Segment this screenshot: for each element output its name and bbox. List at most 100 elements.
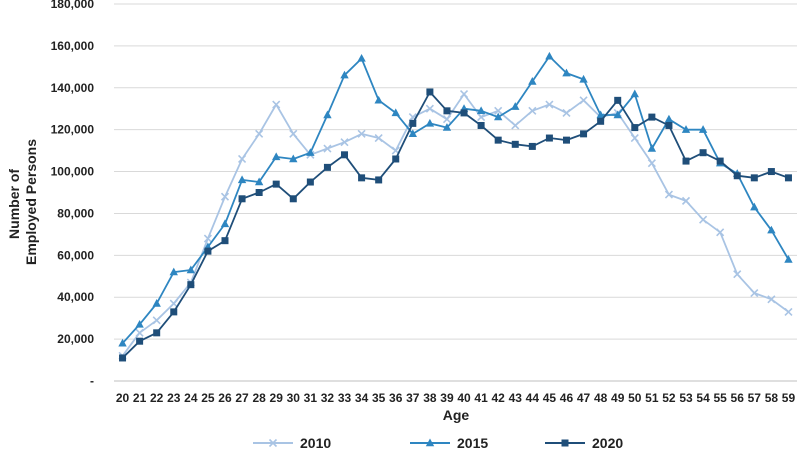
data-point-2020 — [409, 119, 417, 127]
data-point-2020 — [528, 142, 536, 150]
data-point-2020 — [426, 88, 434, 96]
data-point-2015 — [493, 112, 503, 121]
data-point-2015 — [374, 95, 383, 104]
x-tick-label: 22 — [150, 391, 164, 405]
data-point-2010 — [681, 196, 691, 205]
data-point-2015 — [511, 102, 520, 110]
data-point-2010 — [374, 133, 383, 143]
data-point-2010 — [220, 192, 230, 201]
data-point-2020 — [784, 174, 792, 182]
data-point-2015 — [647, 144, 657, 152]
data-point-2010 — [784, 307, 793, 316]
data-point-2010 — [255, 129, 264, 138]
data-point-2010 — [323, 144, 332, 153]
y-tick-label: 40,000 — [57, 290, 94, 304]
data-point-2015 — [613, 110, 622, 119]
y-tick-label: - — [90, 374, 94, 388]
x-tick-label: 55 — [713, 391, 727, 405]
data-point-2010 — [203, 234, 212, 243]
x-tick-label: 35 — [372, 391, 386, 405]
y-axis-title: Number of Employed Persons — [6, 139, 39, 265]
x-axis-ticks: 20 21 22 23 24 25 26 27 28 29 30 31 32 33 34 35 36 37 38 39… — [116, 391, 796, 405]
data-point-2010 — [562, 108, 571, 117]
data-point-2015 — [408, 129, 418, 138]
y-axis-ticks: - 20,000 40,000 60,000 80,000 100,000 120,000 1… — [51, 0, 95, 388]
data-point-2010 — [699, 215, 708, 224]
x-tick-label: 28 — [252, 391, 266, 405]
data-point-2015 — [306, 148, 315, 156]
data-point-2010 — [579, 96, 588, 105]
data-point-2020 — [255, 189, 263, 196]
data-point-2020 — [289, 195, 297, 203]
y-axis-title-line-1: Number of — [6, 169, 22, 239]
y-tick-label: 20,000 — [57, 332, 94, 346]
x-tick-label: 30 — [287, 391, 301, 405]
x-tick-label: 38 — [423, 391, 437, 405]
data-point-2020 — [716, 157, 724, 165]
data-point-2015 — [596, 110, 605, 119]
x-tick-label: 50 — [628, 391, 642, 405]
data-point-2020 — [238, 195, 246, 203]
data-point-2015 — [323, 110, 332, 119]
data-point-2020 — [597, 117, 605, 125]
x-tick-label: 39 — [440, 391, 454, 405]
data-point-2020 — [272, 180, 280, 188]
legend-marker — [561, 439, 569, 447]
data-point-2015 — [750, 202, 759, 211]
data-point-2015 — [784, 255, 793, 263]
x-tick-label: 57 — [748, 391, 762, 405]
x-tick-label: 59 — [782, 391, 796, 405]
x-tick-label: 41 — [474, 391, 488, 405]
data-point-2010 — [357, 129, 366, 138]
legend-label: 2010 — [300, 435, 331, 451]
data-point-2015 — [698, 125, 708, 133]
data-point-2020 — [358, 174, 366, 182]
data-point-2015 — [425, 118, 435, 127]
x-tick-label: 31 — [304, 391, 318, 405]
x-axis-title: Age — [443, 407, 470, 423]
data-point-2015 — [220, 219, 230, 228]
x-tick-label: 58 — [765, 391, 779, 405]
data-point-2015 — [391, 108, 400, 117]
x-tick-label: 27 — [235, 391, 249, 405]
y-tick-label: 60,000 — [57, 248, 94, 262]
x-tick-label: 24 — [184, 391, 198, 405]
x-tick-label: 43 — [509, 391, 523, 405]
data-point-2015 — [254, 177, 264, 186]
data-point-2010 — [425, 104, 434, 113]
data-point-2015 — [767, 225, 776, 234]
data-point-2015 — [169, 267, 178, 276]
data-point-2010 — [442, 115, 452, 124]
x-tick-label: 46 — [560, 391, 574, 405]
y-tick-label: 160,000 — [51, 39, 95, 53]
series-2010 — [118, 89, 793, 360]
x-tick-label: 48 — [594, 391, 608, 405]
data-point-2020 — [562, 136, 570, 144]
legend-label: 2020 — [592, 435, 623, 451]
x-tick-label: 53 — [679, 391, 693, 405]
legend-item-2015: 2015 — [410, 435, 488, 451]
data-point-2020 — [221, 237, 229, 245]
data-point-2010 — [733, 270, 742, 279]
data-point-2010 — [340, 138, 349, 147]
data-point-2020 — [341, 151, 349, 159]
x-tick-label: 56 — [731, 391, 745, 405]
data-point-2020 — [733, 172, 741, 180]
x-tick-label: 42 — [492, 391, 506, 405]
data-point-2020 — [648, 113, 656, 121]
data-point-2010 — [511, 121, 520, 130]
series-2015 — [118, 51, 793, 347]
series-line-2010 — [121, 93, 790, 357]
x-tick-label: 44 — [526, 391, 540, 405]
x-tick-label: 23 — [167, 391, 181, 405]
data-point-2015 — [118, 338, 127, 347]
x-tick-label: 45 — [543, 391, 557, 405]
x-tick-label: 52 — [662, 391, 676, 405]
data-point-2010 — [528, 106, 537, 115]
data-point-2015 — [630, 89, 639, 98]
data-point-2010 — [152, 316, 161, 325]
data-point-2020 — [460, 109, 468, 117]
data-point-2015 — [135, 319, 144, 328]
